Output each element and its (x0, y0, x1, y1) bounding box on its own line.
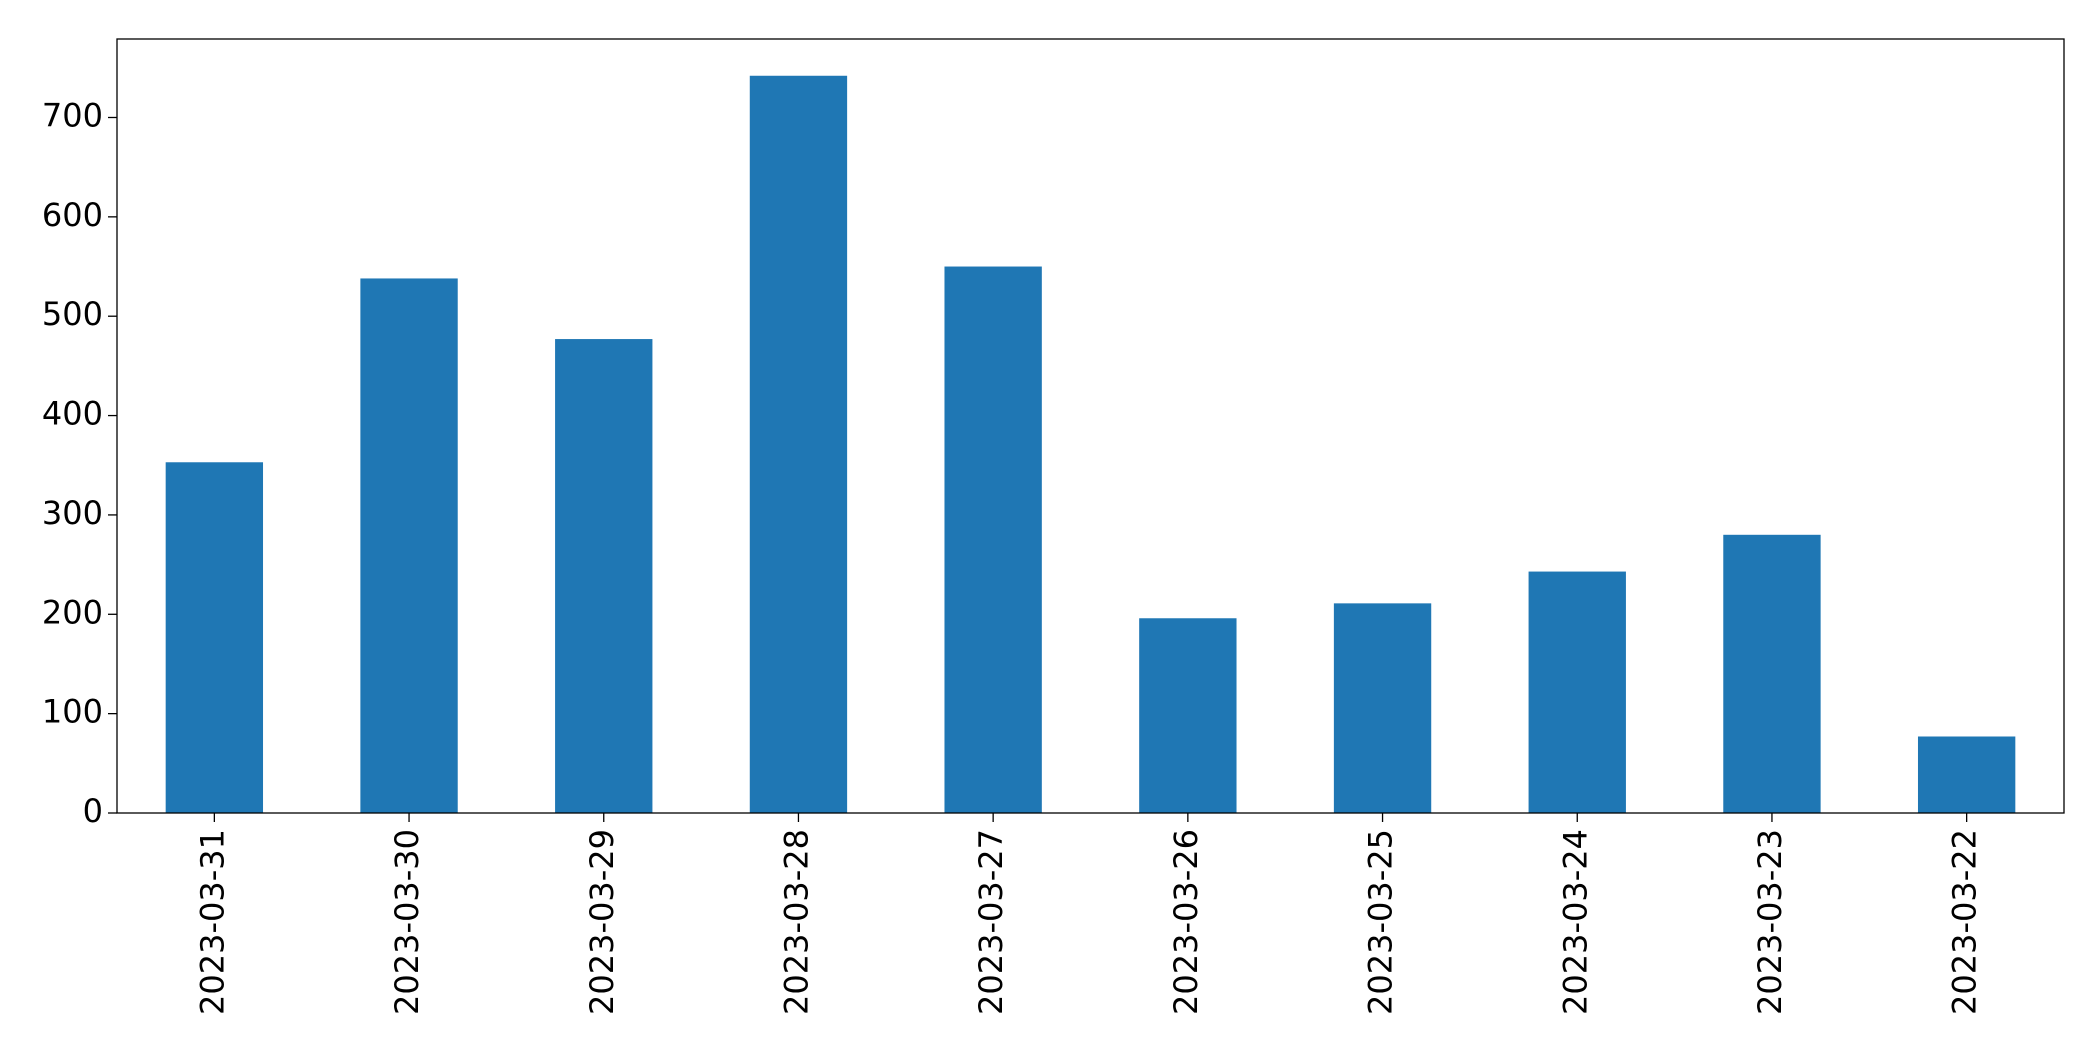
x-tick-label: 2023-03-30 (388, 829, 426, 1015)
bar (360, 278, 458, 814)
bar (1528, 571, 1626, 813)
x-tick-label: 2023-03-23 (1751, 829, 1789, 1015)
bar (1723, 534, 1821, 813)
y-tick-label: 400 (42, 395, 103, 433)
x-tick-label: 2023-03-31 (193, 829, 231, 1015)
y-tick-label: 200 (42, 593, 103, 631)
bar (944, 266, 1042, 814)
bar (1917, 736, 2016, 813)
bar (555, 339, 653, 813)
bar (1139, 618, 1237, 813)
x-tick-label: 2023-03-29 (583, 829, 621, 1015)
x-tick-label: 2023-03-25 (1362, 829, 1400, 1015)
y-tick-label: 600 (42, 196, 103, 234)
bar (1333, 603, 1432, 813)
x-tick-label: 2023-03-26 (1167, 829, 1205, 1015)
x-tick-label: 2023-03-28 (777, 829, 815, 1015)
y-tick-label: 300 (42, 494, 103, 532)
bar (749, 75, 848, 813)
axes-frame (116, 38, 2065, 814)
y-tick-label: 500 (42, 295, 103, 333)
y-tick-label: 0 (83, 792, 103, 830)
x-tick-label: 2023-03-24 (1556, 829, 1594, 1015)
x-tick-label: 2023-03-22 (1946, 829, 1984, 1015)
y-tick-label: 100 (42, 693, 103, 731)
x-tick-label: 2023-03-27 (972, 829, 1010, 1015)
y-tick-label: 700 (42, 96, 103, 134)
bar (165, 462, 264, 813)
